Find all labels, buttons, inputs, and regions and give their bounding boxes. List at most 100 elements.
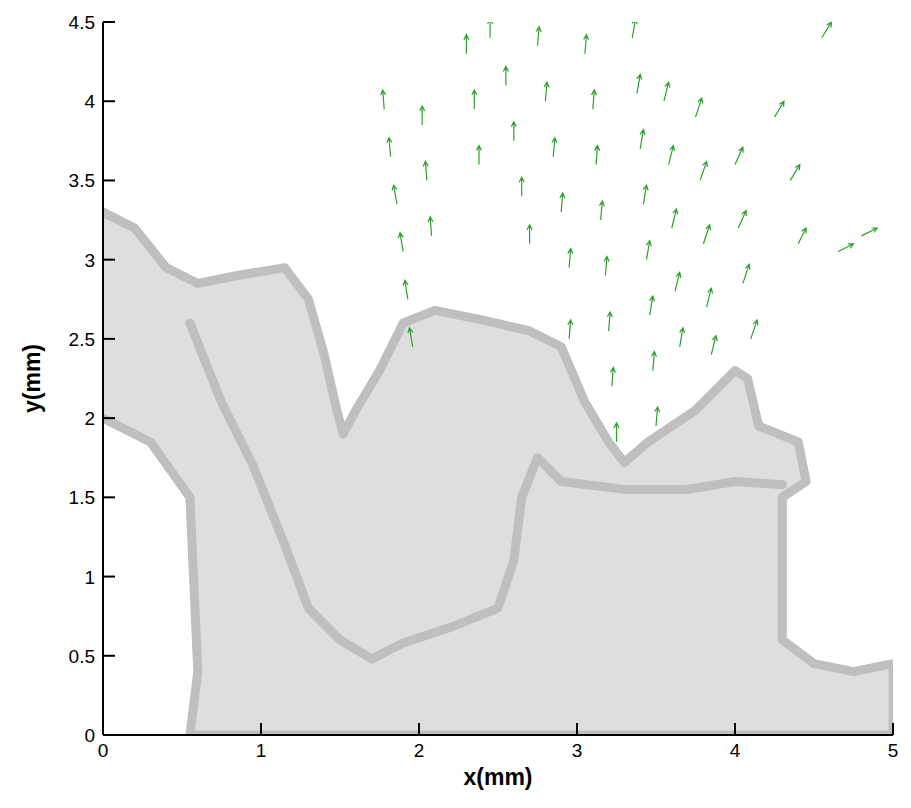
vector-arrow (822, 22, 832, 38)
x-tick (260, 723, 262, 735)
vector-arrow (552, 138, 557, 157)
y-tick (103, 496, 115, 498)
x-tick (102, 723, 104, 735)
region-fill (103, 212, 893, 735)
vector-arrow (775, 101, 785, 117)
y-tick (103, 259, 115, 261)
vector-arrow (680, 328, 685, 347)
x-tick-label: 5 (888, 740, 899, 761)
x-tick-label: 2 (414, 740, 425, 761)
vector-arrow (743, 264, 750, 283)
vector-arrow (675, 272, 681, 291)
y-tick (103, 734, 115, 736)
y-tick (103, 417, 115, 419)
x-tick (734, 723, 736, 735)
vector-arrow (664, 82, 670, 101)
vector-arrow (646, 241, 651, 260)
y-tick-label: 0 (84, 725, 95, 746)
vector-arrow (544, 82, 549, 101)
y-tick (103, 655, 115, 657)
vector-arrow (595, 146, 600, 165)
vector-arrow (672, 209, 678, 228)
vector-arrow (503, 66, 508, 85)
vector-arrow (669, 146, 675, 165)
y-tick-label: 2.5 (69, 329, 95, 350)
vector-arrow (560, 193, 565, 212)
vector-arrow (519, 177, 524, 196)
vector-arrow (387, 138, 392, 157)
vector-arrow (584, 35, 589, 54)
x-tick (418, 723, 420, 735)
vector-arrow (607, 312, 612, 331)
vector-arrow (614, 423, 619, 442)
vector-arrow (527, 225, 532, 244)
vector-arrow (610, 367, 615, 386)
vector-arrow (488, 22, 493, 38)
vector-arrow (604, 257, 609, 276)
y-tick (103, 338, 115, 340)
vector-arrow (428, 217, 433, 236)
vector-arrow (798, 228, 806, 244)
region-outline (103, 212, 893, 735)
y-tick-label: 1 (84, 567, 95, 588)
vector-arrow (632, 22, 637, 38)
vector-arrow (738, 211, 746, 229)
vector-arrow (643, 185, 648, 204)
region-outline (190, 323, 783, 659)
vector-arrow (464, 35, 469, 54)
y-tick-label: 3 (84, 250, 95, 271)
y-tick (103, 179, 115, 181)
vector-arrow (599, 201, 604, 220)
vector-arrow (423, 161, 428, 180)
x-tick-label: 3 (572, 740, 583, 761)
vector-arrow (700, 161, 707, 180)
x-tick-label: 1 (256, 740, 267, 761)
x-tick (892, 723, 894, 735)
vector-arrow (381, 90, 386, 109)
y-tick-label: 2 (84, 408, 95, 429)
x-axis-line (103, 734, 893, 736)
y-tick (103, 21, 115, 23)
vector-arrow (861, 228, 877, 236)
y-tick (103, 100, 115, 102)
vector-arrow (790, 165, 800, 181)
vector-arrow (511, 122, 516, 141)
x-tick-label: 0 (98, 740, 109, 761)
vector-arrow (711, 336, 717, 355)
vector-arrow (735, 147, 743, 164)
y-tick-label: 4.5 (69, 12, 95, 33)
vector-arrow (568, 249, 573, 268)
plot-area (103, 22, 893, 735)
vector-arrow (640, 130, 645, 149)
x-tick (576, 723, 578, 735)
vector-arrow (392, 185, 397, 204)
y-tick-label: 3.5 (69, 170, 95, 191)
x-tick-label: 4 (730, 740, 741, 761)
vector-arrow (536, 27, 541, 46)
vector-arrow (472, 90, 477, 109)
y-tick-label: 1.5 (69, 487, 95, 508)
vector-arrow (696, 98, 703, 117)
vector-arrow (420, 106, 425, 125)
y-tick-label: 0.5 (69, 646, 95, 667)
vector-arrow (703, 225, 710, 244)
y-tick-label: 4 (84, 91, 95, 112)
axes: 0 1 2 3 4 5 0 0.5 1 1.5 2 2.5 3 3.5 4 4.5 (69, 12, 899, 761)
y-axis-title: y(mm) (19, 344, 45, 413)
vector-arrow (707, 288, 713, 307)
vector-field (381, 22, 878, 442)
vector-arrow (398, 233, 403, 252)
vector-arrow (477, 146, 482, 165)
chart: 0 1 2 3 4 5 0 0.5 1 1.5 2 2.5 3 3.5 4 4.5 x(mm) y(mm) (0, 0, 911, 808)
y-axis-line (102, 22, 104, 735)
vector-arrow (592, 90, 597, 109)
vector-arrow (637, 74, 642, 93)
x-axis-title: x(mm) (463, 764, 532, 790)
vector-arrow (838, 244, 854, 252)
vector-arrow (751, 320, 758, 339)
vector-arrow (652, 352, 657, 371)
vector-arrow (568, 320, 573, 339)
vector-arrow (650, 296, 655, 315)
vector-arrow (408, 328, 413, 347)
y-tick (103, 576, 115, 578)
